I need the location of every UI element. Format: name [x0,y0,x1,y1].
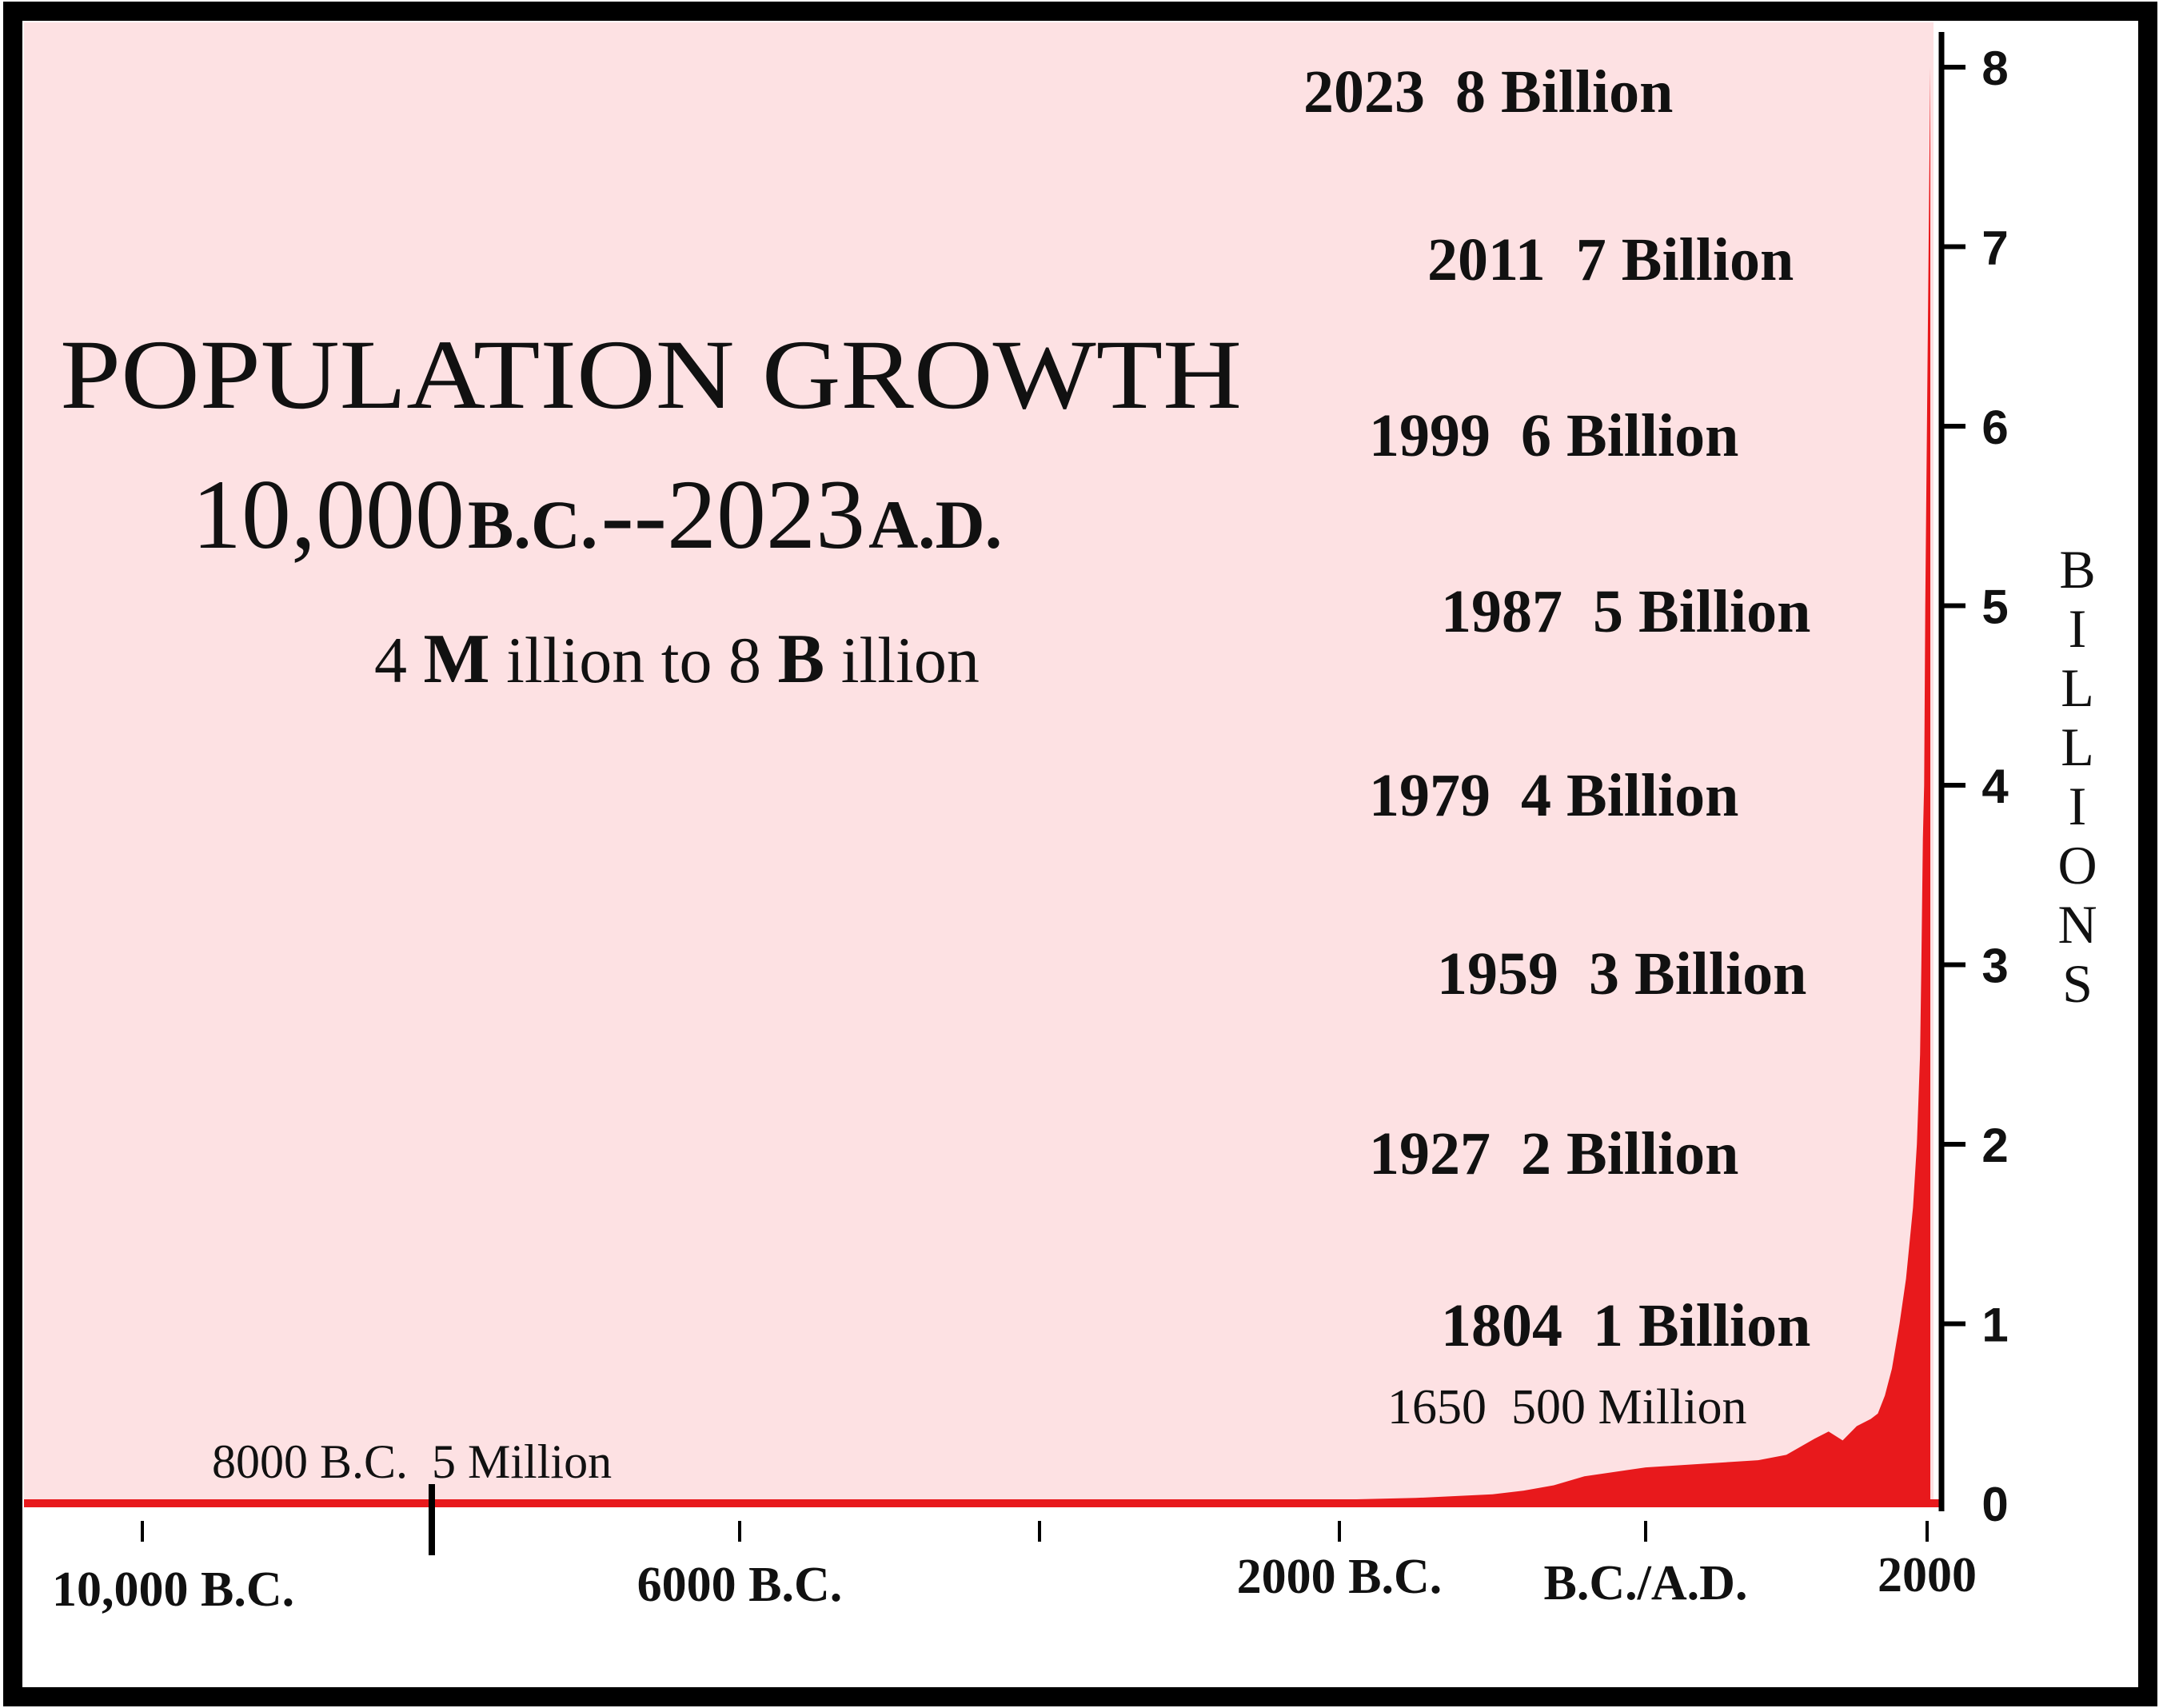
caption-part-1: 4 [374,624,407,696]
chart-subtitle: 10,000 B.C. --2023 A.D. [192,460,1002,569]
milestone-annotation: 1979 4 Billion [1369,762,1738,829]
x-tick-label: 2000 B.C. [1237,1550,1443,1604]
y-axis-ticks: 0 1 2 3 4 5 6 7 8 [1942,42,2009,1531]
x-tick-label: B.C./A.D. [1544,1556,1748,1610]
y-tick-label: 1 [1981,1299,2008,1352]
milestone-annotation: 8000 B.C. 5 Million [212,1435,612,1488]
y-tick-label: 8 [1981,42,2008,95]
y-tick-label: 6 [1981,401,2008,454]
milestone-annotation: 2023 8 Billion [1303,58,1673,126]
chart-caption: 4 M illion to 8 B illion [374,621,980,698]
outer-border [3,2,2157,1706]
y-tick-label: 7 [1981,221,2008,275]
milestone-annotation: 2011 7 Billion [1427,226,1794,293]
y-tick-label: 5 [1981,581,2008,634]
y-tick-label: 3 [1981,940,2008,993]
milestone-annotation: 1927 2 Billion [1369,1120,1738,1187]
plot-background [24,22,1934,1506]
caption-part-4: B [777,621,824,698]
subtitle-end-year: --2023 [601,460,865,569]
y-tick-label: 4 [1981,760,2009,813]
y-tick-label: 2 [1981,1119,2008,1172]
milestone-annotation: 1804 1 Billion [1441,1292,1810,1359]
subtitle-start-year: 10,000 [192,460,465,569]
milestone-annotation: 1987 5 Billion [1441,578,1810,645]
milestone-annotation: 1999 6 Billion [1369,402,1738,469]
caption-part-2: M [424,621,490,698]
caption-part-3: illion to 8 [506,624,777,696]
caption-part-5: illion [841,624,980,696]
x-tick-label: 2000 [1878,1548,1977,1602]
chart-title: POPULATION GROWTH [60,320,1242,429]
milestone-annotation: 1959 3 Billion [1437,940,1806,1008]
x-tick-label: 6000 B.C. [637,1558,843,1612]
annotation-labels: 2023 8 Billion 2011 7 Billion 1999 6 Billi… [212,58,1810,1488]
y-tick-label: 0 [1981,1478,2008,1531]
milestone-annotation: 1650 500 Million [1387,1380,1747,1435]
x-tick-label: 10,000 B.C. [52,1562,294,1617]
subtitle-ad-label: A.D. [868,486,1002,563]
x-axis-ticks: 10,000 B.C. 6000 B.C. 2000 B.C. B.C./A.D. 20… [52,1484,1977,1617]
subtitle-bc-label: B.C. [468,486,597,563]
